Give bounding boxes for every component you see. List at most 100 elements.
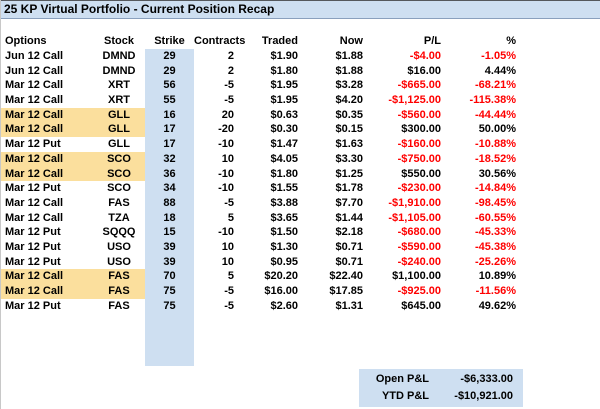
cell-contracts[interactable]: -10: [218, 182, 234, 195]
cell-stock[interactable]: SCO: [93, 166, 145, 182]
cell-pl[interactable]: -$4.00: [409, 50, 441, 62]
cell-pl[interactable]: $550.00: [401, 167, 441, 180]
cell-stock[interactable]: USO: [107, 255, 131, 268]
cell-percent[interactable]: -10.88%: [475, 138, 516, 151]
cell-percent[interactable]: -14.84%: [475, 182, 516, 195]
cell-stock[interactable]: GLL: [93, 122, 145, 138]
cell-stock[interactable]: SQQQ: [102, 226, 136, 239]
cell-stock[interactable]: USO: [107, 240, 131, 253]
cell-options[interactable]: Mar 12 Call: [5, 211, 64, 224]
open-pl-value[interactable]: -$6,333.00: [460, 373, 513, 386]
cell-options[interactable]: Mar 12 Call: [5, 94, 64, 107]
cell-options[interactable]: Mar 12 Put: [5, 182, 61, 195]
cell-contracts[interactable]: -5: [224, 94, 234, 107]
cell-pl[interactable]: -$1,105.00: [388, 211, 441, 224]
cell-percent[interactable]: -98.45%: [475, 196, 516, 209]
cell-strike[interactable]: 56: [145, 78, 194, 94]
cell-percent[interactable]: 50.00%: [478, 123, 516, 136]
cell-options[interactable]: Jun 12 Call: [5, 50, 64, 62]
title-bar[interactable]: 25 KP Virtual Portfolio - Current Positi…: [1, 0, 600, 19]
cell-options[interactable]: Mar 12 Put: [5, 299, 61, 312]
cell-now[interactable]: $1.88: [335, 64, 363, 77]
cell-stock[interactable]: SCO: [93, 151, 145, 167]
cell-contracts[interactable]: -5: [224, 196, 234, 209]
cell-stock[interactable]: TZA: [108, 211, 130, 224]
open-pl-label[interactable]: Open P&L: [375, 373, 429, 386]
cell-contracts[interactable]: -10: [218, 226, 234, 239]
cell-contracts[interactable]: 10: [221, 240, 234, 253]
cell-now[interactable]: $1.63: [335, 138, 363, 151]
cell-options[interactable]: Mar 12 Put: [5, 240, 61, 253]
cell-pl[interactable]: -$925.00: [397, 285, 441, 297]
cell-traded[interactable]: $1.47: [270, 138, 298, 151]
cell-stock[interactable]: XRT: [108, 94, 130, 107]
cell-pl[interactable]: -$750.00: [397, 152, 441, 165]
cell-strike[interactable]: 39: [145, 239, 194, 255]
cell-now[interactable]: $0.15: [335, 123, 363, 136]
column-header-stock[interactable]: Stock: [104, 35, 134, 47]
cell-options[interactable]: Mar 12 Call: [1, 166, 93, 182]
cell-options[interactable]: Mar 12 Call: [1, 284, 93, 299]
cell-stock[interactable]: DMND: [102, 64, 136, 77]
cell-percent[interactable]: -60.55%: [475, 211, 516, 224]
cell-options[interactable]: Mar 12 Call: [1, 122, 93, 138]
cell-traded[interactable]: $1.80: [270, 64, 298, 77]
cell-strike[interactable]: 17: [145, 137, 194, 152]
cell-pl[interactable]: -$680.00: [397, 226, 441, 239]
cell-traded[interactable]: $1.50: [270, 226, 298, 239]
cell-pl[interactable]: -$1,910.00: [388, 196, 441, 209]
column-header-now[interactable]: Now: [339, 35, 363, 47]
cell-traded[interactable]: $0.30: [270, 123, 298, 136]
cell-percent[interactable]: -115.38%: [469, 94, 516, 107]
cell-strike[interactable]: 75: [145, 298, 194, 314]
column-header-options[interactable]: Options: [5, 35, 47, 47]
ytd-pl-label[interactable]: YTD P&L: [381, 390, 429, 403]
cell-traded[interactable]: $16.00: [264, 285, 298, 297]
cell-strike[interactable]: 36: [145, 166, 194, 182]
cell-contracts[interactable]: -20: [218, 123, 234, 136]
cell-percent[interactable]: 49.62%: [478, 299, 516, 312]
cell-now[interactable]: $17.85: [329, 285, 363, 297]
cell-contracts[interactable]: 2: [227, 50, 234, 62]
column-header-contracts[interactable]: Contracts: [194, 35, 246, 47]
cell-pl[interactable]: -$590.00: [397, 240, 441, 253]
cell-traded[interactable]: $1.95: [270, 94, 298, 107]
cell-percent[interactable]: -11.56%: [475, 285, 516, 297]
cell-strike[interactable]: 34: [145, 181, 194, 196]
cell-traded[interactable]: $20.20: [264, 270, 298, 283]
cell-pl[interactable]: -$240.00: [397, 255, 441, 268]
cell-strike[interactable]: 16: [145, 107, 194, 123]
cell-now[interactable]: $1.31: [335, 299, 363, 312]
cell-traded[interactable]: $1.80: [270, 167, 298, 180]
cell-options[interactable]: Mar 12 Call: [1, 269, 93, 284]
cell-options[interactable]: Jun 12 Call: [5, 64, 64, 77]
cell-pl[interactable]: $16.00: [407, 64, 441, 77]
cell-pl[interactable]: -$560.00: [397, 108, 441, 121]
cell-percent[interactable]: 30.56%: [478, 167, 516, 180]
cell-traded[interactable]: $0.95: [270, 255, 298, 268]
cell-traded[interactable]: $1.95: [270, 79, 298, 92]
cell-stock[interactable]: FAS: [93, 269, 145, 284]
cell-percent[interactable]: -25.26%: [475, 255, 516, 268]
cell-percent[interactable]: 4.44%: [484, 64, 516, 77]
cell-now[interactable]: $2.18: [335, 226, 363, 239]
cell-now[interactable]: $1.78: [335, 182, 363, 195]
cell-stock[interactable]: FAS: [93, 284, 145, 299]
cell-pl[interactable]: -$230.00: [397, 182, 441, 195]
cell-contracts[interactable]: -10: [218, 138, 234, 151]
cell-now[interactable]: $22.40: [329, 270, 363, 283]
ytd-pl-value[interactable]: -$10,921.00: [454, 390, 513, 403]
cell-now[interactable]: $7.70: [335, 196, 363, 209]
cell-stock[interactable]: FAS: [108, 196, 130, 209]
cell-pl[interactable]: -$160.00: [397, 138, 441, 151]
cell-contracts[interactable]: -10: [218, 167, 234, 180]
cell-now[interactable]: $1.44: [335, 211, 363, 224]
cell-percent[interactable]: -45.38%: [475, 240, 516, 253]
cell-strike[interactable]: 29: [145, 49, 194, 64]
column-header-traded[interactable]: Traded: [261, 35, 298, 47]
cell-stock[interactable]: DMND: [102, 50, 136, 62]
cell-strike[interactable]: 18: [145, 210, 194, 226]
cell-stock[interactable]: FAS: [108, 299, 130, 312]
cell-percent[interactable]: 10.89%: [478, 270, 516, 283]
cell-stock[interactable]: SCO: [107, 182, 131, 195]
